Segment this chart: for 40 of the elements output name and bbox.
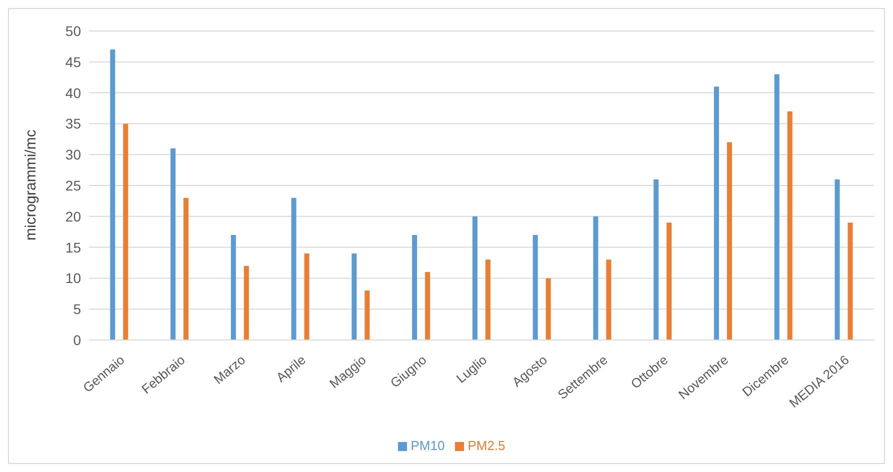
bar bbox=[412, 234, 418, 340]
y-tick-label: 5 bbox=[73, 301, 82, 318]
bar bbox=[787, 111, 792, 340]
y-tick-label: 50 bbox=[65, 22, 82, 39]
y-tick-label: 40 bbox=[65, 84, 82, 101]
y-tick-label: 20 bbox=[65, 208, 82, 224]
bar bbox=[834, 179, 840, 340]
y-tick-label: 25 bbox=[65, 177, 82, 194]
y-tick-label: 15 bbox=[65, 239, 82, 256]
bar bbox=[425, 272, 430, 340]
bar bbox=[364, 290, 370, 340]
legend-label: PM2.5 bbox=[468, 438, 506, 453]
bar bbox=[170, 148, 176, 340]
bar bbox=[184, 198, 189, 340]
bar bbox=[304, 253, 310, 340]
y-tick-label: 10 bbox=[65, 270, 82, 286]
y-tick-label: 30 bbox=[65, 146, 82, 163]
bar bbox=[774, 74, 780, 340]
bar bbox=[593, 216, 598, 340]
bar bbox=[352, 253, 357, 340]
bar bbox=[726, 142, 732, 340]
y-tick-label: 35 bbox=[65, 116, 82, 132]
y-tick-label: 0 bbox=[73, 332, 82, 348]
bar bbox=[110, 50, 116, 340]
bar bbox=[546, 278, 551, 340]
bar bbox=[848, 222, 853, 340]
bar bbox=[244, 266, 249, 340]
bar bbox=[230, 234, 236, 340]
legend-label: PM10 bbox=[410, 438, 445, 453]
bar bbox=[123, 124, 128, 340]
bar bbox=[666, 222, 672, 340]
y-tick-label: 45 bbox=[65, 54, 82, 70]
bar bbox=[654, 179, 659, 340]
bar bbox=[472, 216, 478, 340]
bar bbox=[714, 86, 719, 340]
bar bbox=[485, 260, 490, 340]
bar bbox=[532, 234, 538, 340]
y-axis-title: microgrammi/mc bbox=[22, 129, 40, 240]
bar bbox=[606, 260, 612, 340]
bar bbox=[291, 198, 296, 340]
